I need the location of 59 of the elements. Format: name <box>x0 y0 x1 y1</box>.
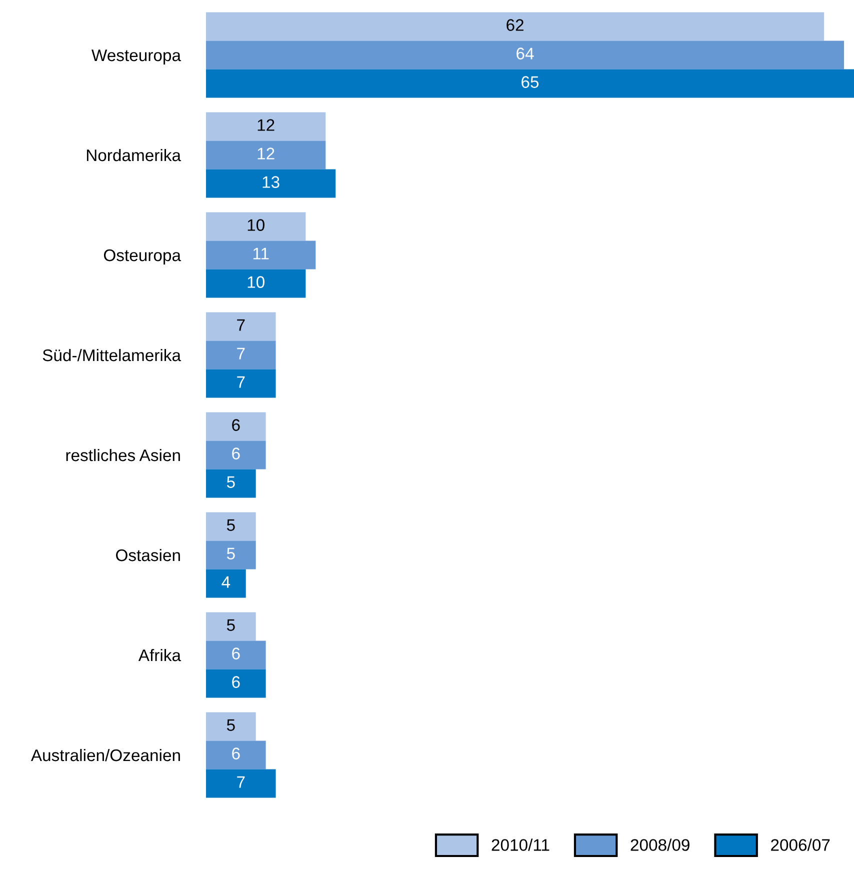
bar <box>206 269 306 298</box>
y-tick-label: Westeuropa <box>92 50 182 64</box>
bar <box>206 412 266 441</box>
bar <box>206 112 326 141</box>
data-label: 12 <box>258 148 274 160</box>
bar <box>206 540 256 570</box>
data-label: 6 <box>232 419 240 431</box>
bar <box>206 169 336 198</box>
bar <box>206 140 326 170</box>
bar <box>206 469 256 498</box>
bar <box>206 240 316 270</box>
bar <box>206 312 276 341</box>
bar <box>206 712 256 741</box>
data-label: 5 <box>226 719 235 731</box>
data-label: 7 <box>237 776 245 788</box>
bar <box>206 769 276 798</box>
data-label: 6 <box>232 748 240 760</box>
data-label: 10 <box>248 219 264 231</box>
data-label: 10 <box>248 276 264 288</box>
bar <box>206 69 854 98</box>
data-label: 65 <box>522 76 539 88</box>
bar <box>206 512 256 541</box>
bar <box>206 40 844 70</box>
y-tick-label: Australien/Ozeanien <box>30 748 180 762</box>
legend-label: 2010/11 <box>492 838 550 851</box>
data-label: 5 <box>226 519 235 531</box>
data-label: 11 <box>253 248 269 260</box>
bar <box>206 669 266 698</box>
y-tick-label: restliches Asien <box>66 448 180 462</box>
legend-label: 2008/09 <box>630 838 690 851</box>
bar <box>206 640 266 670</box>
bar <box>206 340 276 370</box>
y-tick-label: Süd-/Mittelamerika <box>42 348 182 362</box>
bar <box>206 440 266 470</box>
legend-label: 2006/07 <box>771 838 830 851</box>
data-label: 64 <box>516 48 534 60</box>
data-label: 13 <box>262 176 280 188</box>
data-label: 62 <box>506 19 524 31</box>
bar <box>206 12 824 41</box>
bar <box>206 569 246 598</box>
bar <box>206 612 256 641</box>
data-label: 6 <box>232 448 240 460</box>
y-tick-label: Ostasien <box>116 548 180 562</box>
data-label: 4 <box>222 576 230 588</box>
bar <box>206 740 266 770</box>
data-label: 6 <box>232 676 240 688</box>
data-label: 7 <box>237 376 245 388</box>
y-tick-label: Osteuropa <box>104 249 182 264</box>
y-tick-label: Afrika <box>138 648 181 662</box>
y-tick-label: Nordamerika <box>86 148 182 162</box>
data-label: 5 <box>226 548 235 560</box>
data-label: 5 <box>226 619 235 631</box>
bar <box>206 369 276 398</box>
data-label: 12 <box>258 119 274 131</box>
data-label: 6 <box>232 648 240 660</box>
data-label: 7 <box>237 348 245 360</box>
data-label: 5 <box>226 476 235 488</box>
data-label: 7 <box>237 319 245 331</box>
bar <box>206 212 306 241</box>
